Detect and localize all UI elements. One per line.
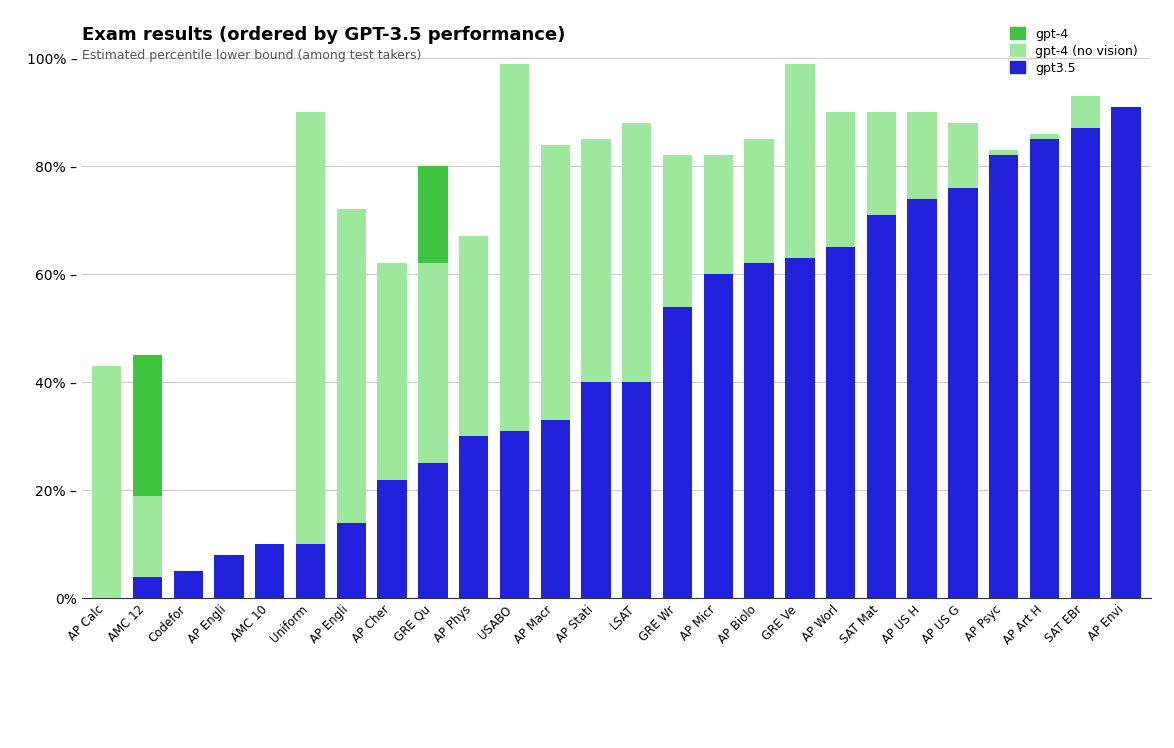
- Bar: [337, 523, 366, 598]
- Bar: [866, 112, 896, 215]
- Bar: [377, 479, 406, 598]
- Bar: [377, 263, 406, 479]
- Bar: [459, 236, 488, 436]
- Bar: [418, 463, 447, 598]
- Bar: [215, 555, 244, 598]
- Bar: [703, 156, 733, 275]
- Bar: [1030, 134, 1059, 139]
- Bar: [296, 112, 325, 545]
- Bar: [418, 166, 447, 263]
- Bar: [908, 199, 937, 598]
- Bar: [500, 64, 529, 431]
- Bar: [989, 150, 1018, 156]
- Bar: [337, 209, 366, 523]
- Bar: [540, 420, 569, 598]
- Text: Exam results (ordered by GPT-3.5 performance): Exam results (ordered by GPT-3.5 perform…: [82, 26, 566, 44]
- Bar: [744, 263, 774, 598]
- Bar: [622, 382, 652, 598]
- Bar: [908, 112, 937, 199]
- Text: Estimated percentile lower bound (among test takers): Estimated percentile lower bound (among …: [82, 49, 421, 61]
- Bar: [663, 307, 693, 598]
- Bar: [785, 64, 815, 258]
- Bar: [826, 248, 856, 598]
- Bar: [703, 275, 733, 598]
- Bar: [92, 366, 121, 598]
- Bar: [622, 123, 652, 382]
- Bar: [581, 382, 610, 598]
- Bar: [744, 139, 774, 263]
- Bar: [949, 123, 978, 188]
- Bar: [1112, 107, 1141, 598]
- Bar: [1071, 129, 1100, 598]
- Bar: [133, 496, 162, 577]
- Bar: [866, 215, 896, 598]
- Bar: [255, 545, 284, 598]
- Legend: gpt-4, gpt-4 (no vision), gpt3.5: gpt-4, gpt-4 (no vision), gpt3.5: [1004, 21, 1145, 81]
- Bar: [500, 431, 529, 598]
- Bar: [296, 545, 325, 598]
- Bar: [133, 577, 162, 598]
- Bar: [418, 263, 447, 463]
- Bar: [785, 258, 815, 598]
- Bar: [826, 112, 856, 248]
- Bar: [133, 355, 162, 496]
- Bar: [1071, 96, 1100, 129]
- Bar: [459, 436, 488, 598]
- Bar: [1030, 139, 1059, 598]
- Bar: [989, 156, 1018, 598]
- Bar: [949, 188, 978, 598]
- Bar: [581, 139, 610, 382]
- Bar: [540, 144, 569, 420]
- Bar: [174, 571, 203, 598]
- Bar: [663, 156, 693, 307]
